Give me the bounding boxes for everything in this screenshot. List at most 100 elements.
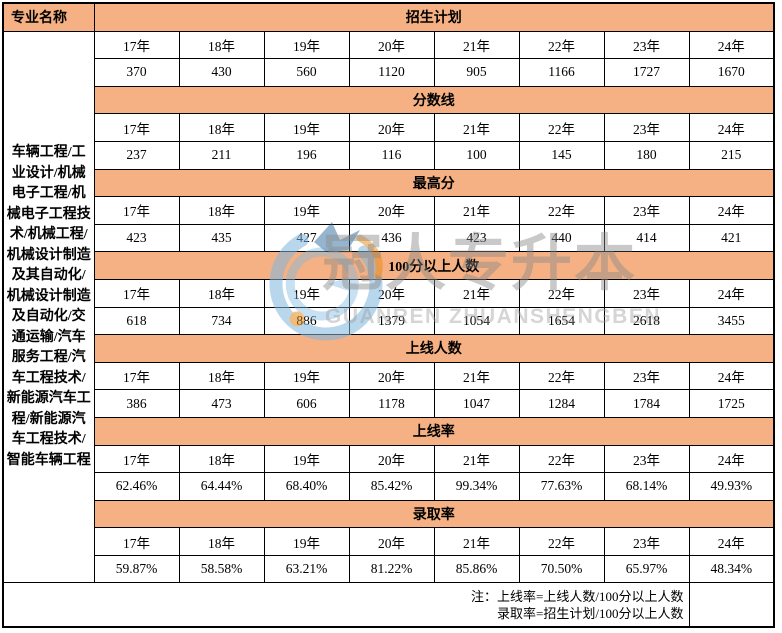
value-cell: 618 <box>93 306 180 336</box>
year-header-cell: 21年 <box>433 278 520 308</box>
admission-data-table: 专业名称 招生计划 车辆工程/工业设计/机械电子工程/机械电子工程技术/机械工程/机… <box>2 2 775 629</box>
value-cell: 100 <box>433 140 520 170</box>
year-header-cell: 24年 <box>688 444 775 474</box>
value-cell: 1654 <box>518 306 605 336</box>
value-cell: 2618 <box>603 306 690 336</box>
value-cell: 116 <box>348 140 435 170</box>
year-header-cell: 19年 <box>263 278 350 308</box>
value-cell: 1379 <box>348 306 435 336</box>
year-header-cell: 21年 <box>433 113 520 142</box>
major-name-header-cell: 专业名称 <box>2 2 95 32</box>
year-header-cell: 19年 <box>263 30 350 60</box>
year-header-cell: 23年 <box>603 527 690 556</box>
year-header-cell: 21年 <box>433 361 520 391</box>
year-header-cell: 17年 <box>93 527 180 556</box>
value-cell: 85.86% <box>433 554 520 584</box>
section-title-cell: 上线人数 <box>93 334 775 363</box>
value-cell: 70.50% <box>518 554 605 584</box>
year-header-cell: 19年 <box>263 444 350 474</box>
year-header-cell: 22年 <box>518 113 605 142</box>
year-header-cell: 17年 <box>93 196 180 225</box>
value-cell: 905 <box>433 58 520 87</box>
year-header-cell: 21年 <box>433 444 520 474</box>
value-cell: 215 <box>688 140 775 170</box>
value-cell: 211 <box>178 140 265 170</box>
value-cell: 58.58% <box>178 554 265 584</box>
value-cell: 1725 <box>688 389 775 418</box>
note-line-2: 录取率=招生计划/100分以上人数 <box>497 605 684 621</box>
value-cell: 77.63% <box>518 472 605 501</box>
section-title-cell: 100分以上人数 <box>93 251 775 280</box>
year-header-cell: 23年 <box>603 361 690 391</box>
year-header-cell: 24年 <box>688 113 775 142</box>
majors-cell: 车辆工程/工业设计/机械电子工程/机械电子工程技术/机械工程/机械设计制造及其自… <box>2 30 95 584</box>
value-cell: 1178 <box>348 389 435 418</box>
year-header-cell: 17年 <box>93 30 180 60</box>
value-cell: 440 <box>518 223 605 253</box>
year-header-cell: 23年 <box>603 278 690 308</box>
year-header-cell: 17年 <box>93 278 180 308</box>
value-cell: 1727 <box>603 58 690 87</box>
year-header-cell: 22年 <box>518 278 605 308</box>
value-cell: 1784 <box>603 389 690 418</box>
value-cell: 421 <box>688 223 775 253</box>
value-cell: 1054 <box>433 306 520 336</box>
value-cell: 435 <box>178 223 265 253</box>
year-header-cell: 22年 <box>518 196 605 225</box>
value-cell: 68.40% <box>263 472 350 501</box>
year-header-cell: 20年 <box>348 30 435 60</box>
value-cell: 1670 <box>688 58 775 87</box>
year-header-cell: 23年 <box>603 113 690 142</box>
value-cell: 436 <box>348 223 435 253</box>
year-header-cell: 22年 <box>518 30 605 60</box>
value-cell: 48.34% <box>688 554 775 584</box>
year-header-cell: 18年 <box>178 278 265 308</box>
note-empty-cell <box>688 582 775 628</box>
section-title-cell: 招生计划 <box>93 2 775 32</box>
value-cell: 49.93% <box>688 472 775 501</box>
year-header-cell: 17年 <box>93 361 180 391</box>
value-cell: 1120 <box>348 58 435 87</box>
value-cell: 196 <box>263 140 350 170</box>
section-title-cell: 上线率 <box>93 416 775 446</box>
value-cell: 65.97% <box>603 554 690 584</box>
year-header-cell: 18年 <box>178 444 265 474</box>
year-header-cell: 21年 <box>433 196 520 225</box>
value-cell: 423 <box>93 223 180 253</box>
year-header-cell: 20年 <box>348 278 435 308</box>
year-header-cell: 21年 <box>433 527 520 556</box>
year-header-cell: 22年 <box>518 444 605 474</box>
section-title-cell: 最高分 <box>93 168 775 198</box>
year-header-cell: 24年 <box>688 196 775 225</box>
year-header-cell: 24年 <box>688 30 775 60</box>
year-header-cell: 19年 <box>263 196 350 225</box>
value-cell: 430 <box>178 58 265 87</box>
value-cell: 64.44% <box>178 472 265 501</box>
value-cell: 427 <box>263 223 350 253</box>
year-header-cell: 18年 <box>178 113 265 142</box>
year-header-cell: 24年 <box>688 361 775 391</box>
note-line-1: 注：上线率=上线人数/100分以上人数 <box>471 588 684 604</box>
value-cell: 1284 <box>518 389 605 418</box>
year-header-cell: 18年 <box>178 527 265 556</box>
value-cell: 886 <box>263 306 350 336</box>
year-header-cell: 21年 <box>433 30 520 60</box>
year-header-cell: 18年 <box>178 196 265 225</box>
value-cell: 180 <box>603 140 690 170</box>
value-cell: 3455 <box>688 306 775 336</box>
value-cell: 734 <box>178 306 265 336</box>
year-header-cell: 20年 <box>348 196 435 225</box>
value-cell: 237 <box>93 140 180 170</box>
year-header-cell: 22年 <box>518 527 605 556</box>
year-header-cell: 22年 <box>518 361 605 391</box>
value-cell: 81.22% <box>348 554 435 584</box>
year-header-cell: 19年 <box>263 113 350 142</box>
year-header-cell: 19年 <box>263 527 350 556</box>
value-cell: 606 <box>263 389 350 418</box>
value-cell: 386 <box>93 389 180 418</box>
year-header-cell: 17年 <box>93 444 180 474</box>
year-header-cell: 20年 <box>348 444 435 474</box>
value-cell: 423 <box>433 223 520 253</box>
section-title-cell: 录取率 <box>93 499 775 529</box>
